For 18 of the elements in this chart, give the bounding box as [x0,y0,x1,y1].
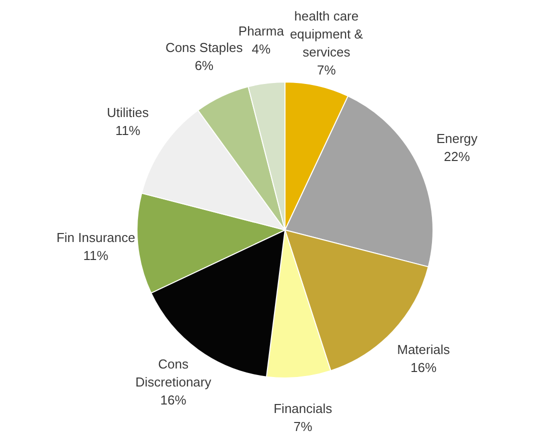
slice-label: Pharma [238,24,285,39]
data-label: 22% [444,150,470,165]
data-label: 7% [293,420,313,435]
data-label: 11% [115,124,141,139]
data-label: 6% [194,58,214,74]
data-label: 16% [410,360,437,376]
slice-label: health care equipment & services [290,9,364,60]
slice-label: Materials [397,342,450,358]
data-label: 7% [317,63,336,78]
slice-label: Utilities [106,106,150,121]
slice-label: Financials [274,402,333,417]
slice-label: Cons Staples [165,40,244,56]
data-label: 4% [252,42,272,57]
slice-label: Fin Insurance [56,230,136,246]
slice-label: Energy [436,132,478,147]
data-label: 11% [83,248,109,264]
slice-label: Cons Discretionary [135,357,212,390]
data-label: 16% [160,393,187,408]
